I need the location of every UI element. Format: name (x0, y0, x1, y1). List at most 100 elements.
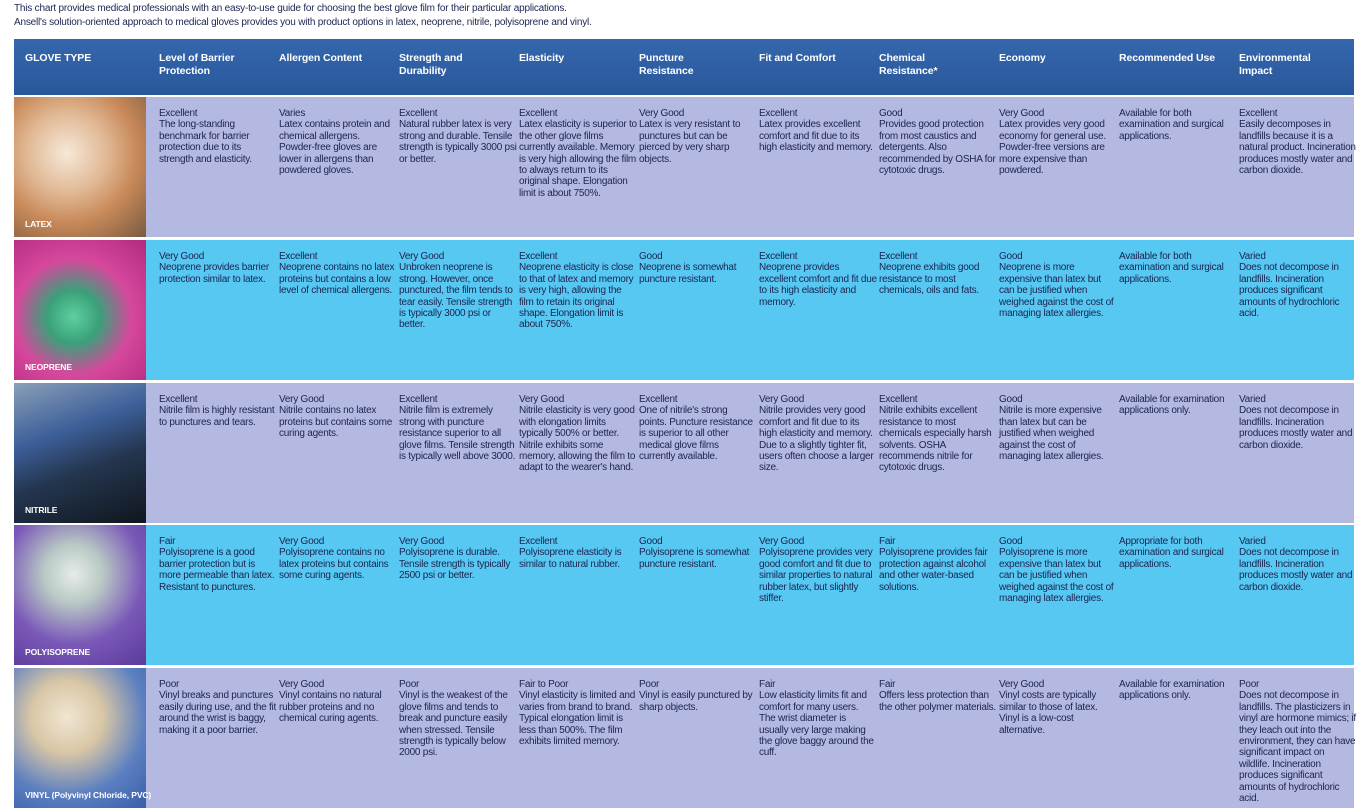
description: Nitrile is more expensive than latex but… (999, 405, 1104, 463)
glove-image: VINYL (Polyvinyl Chloride, PVC) (14, 668, 151, 808)
table-cell: Good Provides good protection from most c… (879, 108, 997, 176)
description: Does not decompose in landfills. Inciner… (1239, 547, 1353, 593)
table-cell: Poor Vinyl is easily punctured by sharp o… (639, 679, 757, 713)
description: Neoprene is somewhat puncture resistant. (639, 262, 737, 285)
rating: Good (999, 251, 1023, 262)
description: Latex is very resistant to punctures but… (639, 119, 741, 165)
description: Nitrile film is extremely strong with pu… (399, 405, 516, 463)
rating: Very Good (759, 536, 805, 547)
table-cell: Very Good Neoprene provides barrier prote… (159, 251, 277, 285)
table-cell: Poor Does not decompose in landfills. The… (1239, 679, 1357, 804)
rating: Very Good (399, 251, 445, 262)
table-cell: Very Good Latex provides very good econom… (999, 108, 1117, 176)
description: Available for both examination and surgi… (1119, 251, 1224, 285)
description: Polyisoprene is somewhat puncture resist… (639, 547, 750, 570)
table-cell: Excellent Nitrile film is highly resistan… (159, 394, 277, 428)
rating: Fair (879, 679, 896, 690)
rating: Varies (279, 108, 306, 119)
rating: Very Good (999, 108, 1045, 119)
rating: Excellent (1239, 108, 1278, 119)
description: Neoprene is more expensive than latex bu… (999, 262, 1114, 320)
table-cell: Good Polyisoprene is somewhat puncture re… (639, 536, 757, 570)
description: Does not decompose in landfills. Inciner… (1239, 405, 1353, 451)
description: Nitrile provides very good comfort and f… (759, 405, 874, 474)
table-cell: Available for examination applications o… (1119, 394, 1237, 417)
table-row: NITRILE Excellent Nitrile film is highly r… (14, 383, 1354, 523)
description: Vinyl breaks and punctures easily during… (159, 690, 277, 736)
table-cell: Varied Does not decompose in landfills. I… (1239, 394, 1357, 451)
column-header: GLOVE TYPE (25, 52, 92, 64)
table-cell: Varies Latex contains protein and chemica… (279, 108, 397, 176)
description: Polyisoprene contains no latex proteins … (279, 547, 389, 582)
rating: Very Good (159, 251, 205, 262)
table-cell: Fair Polyisoprene is a good barrier prote… (159, 536, 277, 593)
rating: Poor (1239, 679, 1260, 690)
table-cell: Poor Vinyl breaks and punctures easily du… (159, 679, 277, 736)
description: Vinyl is easily punctured by sharp objec… (639, 690, 753, 713)
rating: Excellent (759, 251, 798, 262)
rating: Fair (879, 536, 896, 547)
table-cell: Excellent Natural rubber latex is very st… (399, 108, 517, 165)
intro-line: This chart provides medical professional… (14, 3, 567, 14)
rating: Very Good (399, 536, 445, 547)
glove-image: NEOPRENE (14, 240, 146, 380)
rating: Very Good (999, 679, 1045, 690)
column-header: Puncture Resistance (639, 52, 694, 77)
glove-type: POLYISOPRENE (25, 647, 91, 657)
rating: Excellent (519, 536, 558, 547)
glove-type: LATEX (25, 219, 52, 229)
rating: Excellent (879, 394, 918, 405)
table-row: LATEX Excellent The long-standing benchmar… (14, 97, 1356, 237)
rating: Poor (639, 679, 660, 690)
rating: Very Good (279, 394, 325, 405)
description: Polyisoprene provides fair protection ag… (879, 547, 988, 593)
rating: Good (999, 536, 1023, 547)
table-row: POLYISOPRENE Fair Polyisoprene is a good b… (14, 525, 1354, 665)
table-cell: Excellent Nitrile film is extremely stron… (399, 394, 517, 462)
description: Vinyl costs are typically similar to tho… (999, 690, 1098, 736)
column-header: Chemical Resistance* (879, 52, 938, 77)
description: Does not decompose in landfills. Inciner… (1239, 262, 1340, 320)
column-header: Economy (999, 52, 1046, 64)
table-cell: Very Good Vinyl costs are typically simil… (999, 679, 1117, 736)
table-cell: Fair Offers less protection than the othe… (879, 679, 997, 713)
description: Does not decompose in landfills. The pla… (1239, 690, 1356, 805)
rating: Good (639, 251, 663, 262)
rating: Excellent (639, 394, 678, 405)
column-header: Environmental Impact (1239, 52, 1311, 77)
description: Nitrile contains no latex proteins but c… (279, 405, 393, 440)
description: Offers less protection than the other po… (879, 690, 996, 713)
description: Easily decomposes in landfills because i… (1239, 119, 1356, 177)
table-cell: Varied Does not decompose in landfills. I… (1239, 251, 1357, 319)
description: Available for both examination and surgi… (1119, 108, 1224, 142)
rating: Excellent (159, 108, 198, 119)
rating: Excellent (159, 394, 198, 405)
description: Polyisoprene is durable. Tensile strengt… (399, 547, 511, 582)
rating: Good (879, 108, 903, 119)
description: Latex elasticity is superior to the othe… (519, 119, 637, 199)
table-cell: Very Good Nitrile elasticity is very good… (519, 394, 637, 474)
glove-type: NEOPRENE (25, 362, 72, 372)
rating: Excellent (519, 251, 558, 262)
rating: Good (639, 536, 663, 547)
table-cell: Varied Does not decompose in landfills. I… (1239, 536, 1357, 593)
description: Available for examination applications o… (1119, 394, 1225, 417)
rating: Very Good (759, 394, 805, 405)
column-header: Allergen Content (279, 52, 362, 64)
rating: Fair to Poor (519, 679, 569, 690)
table-cell: Fair to Poor Vinyl elasticity is limited … (519, 679, 637, 747)
table-row: VINYL (Polyvinyl Chloride, PVC) Poor Vinyl… (14, 668, 1357, 808)
table-cell: Excellent Neoprene elasticity is close to… (519, 251, 637, 331)
table-cell: Excellent Latex elasticity is superior to… (519, 108, 637, 199)
rating: Varied (1239, 394, 1266, 405)
rating: Excellent (399, 108, 438, 119)
intro-line: Ansell's solution-oriented approach to m… (14, 17, 592, 28)
table-cell: Excellent Polyisoprene elasticity is simi… (519, 536, 637, 570)
table-cell: Excellent Neoprene exhibits good resistan… (879, 251, 997, 297)
table-cell: Very Good Polyisoprene provides very good… (759, 536, 877, 604)
rating: Fair (159, 536, 176, 547)
description: Neoprene elasticity is close to that of … (519, 262, 634, 331)
description: Vinyl is the weakest of the glove films … (399, 690, 508, 759)
rating: Poor (159, 679, 180, 690)
